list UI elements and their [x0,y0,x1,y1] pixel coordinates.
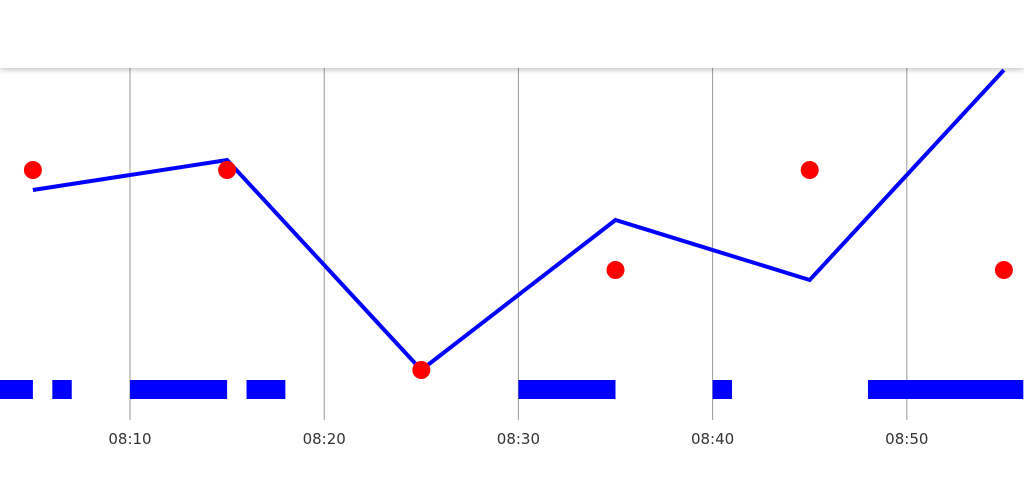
interval-bar [246,380,286,399]
series-line [32,68,1006,373]
scatter-point [994,261,1013,279]
interval-bar [0,380,33,399]
interval-bar [712,380,733,399]
grid-lines [129,68,908,420]
scatter-series [23,161,1013,379]
interval-bar [52,380,72,399]
interval-bar [130,380,228,399]
top-bar [0,0,1024,68]
x-axis-ticks: 08:10 08:20 08:30 08:40 08:50 [108,430,928,448]
x-tick-label: 08:20 [303,430,346,448]
x-tick-label: 08:10 [108,430,151,448]
x-tick-label: 08:40 [691,430,734,448]
scatter-point [800,161,819,179]
interval-bars [0,380,1024,399]
x-tick-label: 08:30 [497,430,540,448]
interval-bar [867,380,1024,399]
scatter-point [606,261,625,279]
interval-bar [518,380,616,399]
x-tick-label: 08:50 [885,430,928,448]
scatter-point [23,161,42,179]
scatter-point [412,361,431,379]
line-series [32,68,1006,373]
scatter-point [218,161,237,179]
